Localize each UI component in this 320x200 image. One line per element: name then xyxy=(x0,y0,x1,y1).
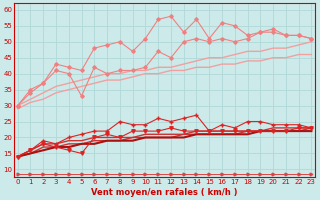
X-axis label: Vent moyen/en rafales ( km/h ): Vent moyen/en rafales ( km/h ) xyxy=(91,188,238,197)
